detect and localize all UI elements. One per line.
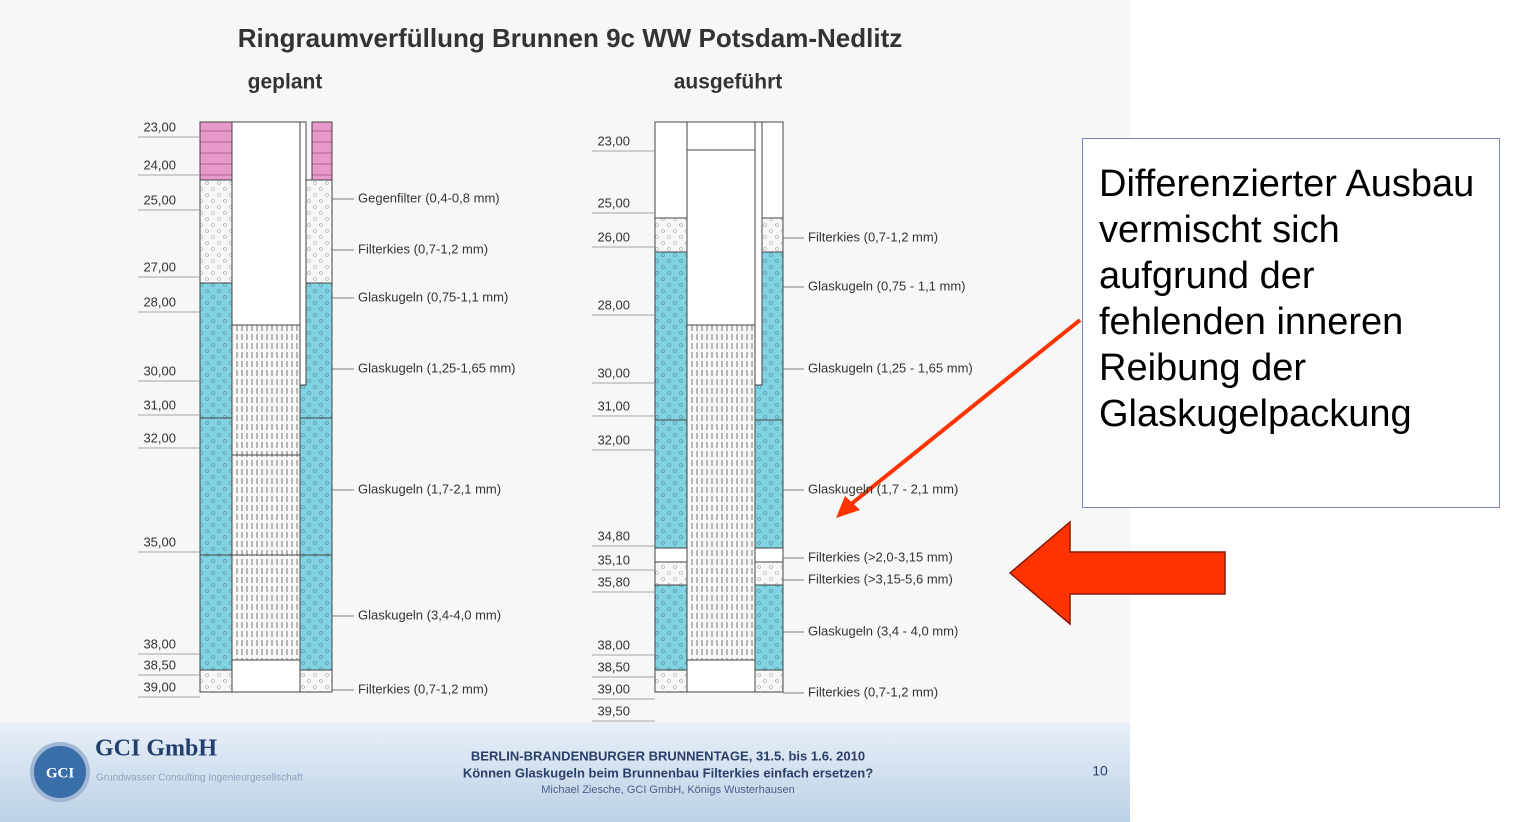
layer-label: Filterkies (>3,15-5,6 mm) [808,571,953,586]
depth-label: 25,00 [143,192,176,207]
layer-label: Glaskugeln (1,25 - 1,65 mm) [808,360,973,375]
author: Michael Ziesche, GCI GmbH, Königs Wuster… [541,784,795,796]
layer-label: Filterkies (>2,0-3,15 mm) [808,549,953,564]
depth-label: 35,00 [143,534,176,549]
block-arrow [1008,520,1226,626]
depth-label: 28,00 [143,294,176,309]
footer-band [0,722,1130,822]
depth-label: 39,50 [597,703,630,718]
layer-label: Glaskugeln (3,4 - 4,0 mm) [808,623,958,638]
talk-title: Können Glaskugeln beim Brunnenbau Filter… [463,765,873,780]
layer-label: Glaskugeln (1,25-1,65 mm) [358,360,516,375]
callout-arrow [848,318,1082,507]
depth-label: 24,00 [143,157,176,172]
well-planned [199,121,333,693]
depth-label: 23,00 [597,133,630,148]
depth-label: 31,00 [143,397,176,412]
company: GCI GmbH [95,736,217,762]
layer-label: Glaskugeln (1,7 - 2,1 mm) [808,481,958,496]
depth-label: 28,00 [597,297,630,312]
depth-label: 31,00 [597,398,630,413]
depth-label: 39,00 [143,679,176,694]
company-subtitle: Grundwasser Consulting Ingenieurgesellsc… [96,773,303,784]
layer-label: Filterkies (0,7-1,2 mm) [358,241,488,256]
depth-label: 34,80 [597,528,630,543]
depth-label: 32,00 [143,430,176,445]
layer-label: Glaskugeln (1,7-2,1 mm) [358,481,501,496]
logo-text: GCI [46,765,75,781]
event: BERLIN-BRANDENBURGER BRUNNENTAGE, 31.5. … [471,748,865,763]
depth-label: 38,00 [597,637,630,652]
depth-label: 35,10 [597,552,630,567]
depth-label: 39,00 [597,681,630,696]
layer-label: Filterkies (0,7-1,2 mm) [808,684,938,699]
depth-label: 35,80 [597,574,630,589]
layer-label: Glaskugeln (0,75 - 1,1 mm) [808,278,966,293]
depth-label: 30,00 [143,363,176,378]
depth-label: 38,50 [597,659,630,674]
heading: geplant [248,71,323,94]
depth-label: 32,00 [597,432,630,447]
title: Ringraumverfüllung Brunnen 9c WW Potsdam… [238,23,902,53]
logo [30,742,90,802]
depth-label: 38,00 [143,636,176,651]
depth-label: 23,00 [143,119,176,134]
arrow-head [836,496,860,518]
depth-label: 25,00 [597,195,630,210]
depth-label: 26,00 [597,229,630,244]
layer-label: Glaskugeln (3,4-4,0 mm) [358,607,501,622]
depth-label: 38,50 [143,657,176,672]
well-built [654,121,784,693]
page-number: 10 [1092,763,1108,779]
heading: ausgeführt [674,71,783,94]
layer-label: Filterkies (0,7-1,2 mm) [358,681,488,696]
layer-label: Glaskugeln (0,75-1,1 mm) [358,289,508,304]
callout: Differenzierter Ausbau vermischt sich au… [1082,138,1500,508]
depth-label: 30,00 [597,365,630,380]
depth-label: 27,00 [143,259,176,274]
layer-label: Filterkies (0,7-1,2 mm) [808,229,938,244]
layer-label: Gegenfilter (0,4-0,8 mm) [358,190,500,205]
